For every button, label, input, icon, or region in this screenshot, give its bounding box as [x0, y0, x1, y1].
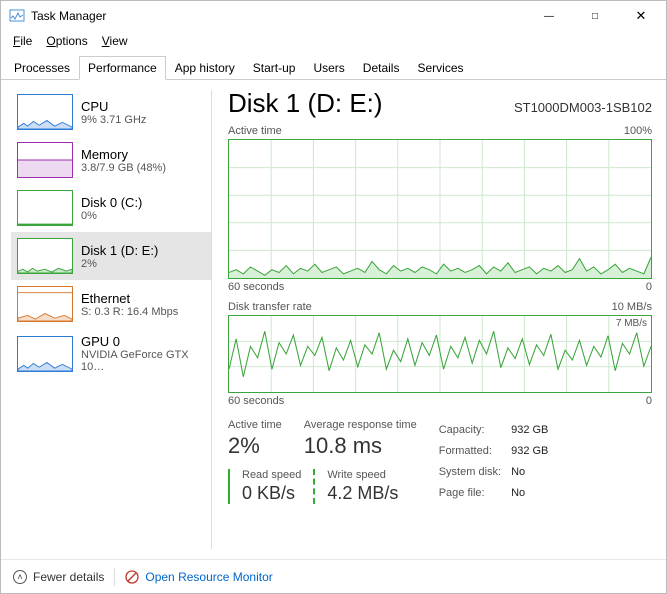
chart1-xleft: 60 seconds	[228, 281, 284, 293]
sidebar-thumb	[17, 286, 73, 322]
chart2-max: 10 MB/s	[612, 301, 652, 313]
sidebar-item-gpu-0[interactable]: GPU 0NVIDIA GeForce GTX 10…	[11, 328, 211, 379]
disk-meta-table: Capacity:932 GBFormatted:932 GBSystem di…	[437, 419, 559, 504]
chart2-xright: 0	[646, 395, 652, 407]
chart1-xright: 0	[646, 281, 652, 293]
tab-strip: ProcessesPerformanceApp historyStart-upU…	[1, 55, 666, 80]
tab-users[interactable]: Users	[304, 56, 353, 80]
menubar: File Options View	[1, 31, 666, 51]
sidebar-item-sub: 9% 3.71 GHz	[81, 114, 146, 126]
chart1-max: 100%	[624, 125, 652, 137]
titlebar: Task Manager — □ ✕	[1, 1, 666, 31]
meta-value: 932 GB	[511, 442, 556, 461]
chevron-up-icon: ˄	[13, 570, 27, 584]
sidebar-item-disk-0-c-[interactable]: Disk 0 (C:)0%	[11, 184, 211, 232]
fewer-details-label: Fewer details	[33, 570, 104, 584]
footer-divider	[114, 568, 115, 586]
maximize-button[interactable]: □	[572, 1, 618, 31]
disk-model: ST1000DM003-1SB102	[514, 100, 652, 115]
avg-resp-value: 10.8 ms	[304, 433, 417, 459]
sidebar-item-title: CPU	[81, 99, 146, 114]
meta-key: Page file:	[439, 483, 509, 502]
meta-key: Formatted:	[439, 442, 509, 461]
write-speed-value: 4.2 MB/s	[327, 483, 398, 504]
sidebar-item-title: Ethernet	[81, 291, 178, 306]
menu-file[interactable]: File	[7, 32, 38, 50]
sidebar-item-title: Disk 1 (D: E:)	[81, 243, 158, 258]
sidebar-item-sub: NVIDIA GeForce GTX 10…	[81, 349, 205, 373]
sidebar-thumb	[17, 94, 73, 130]
main-panel: Disk 1 (D: E:) ST1000DM003-1SB102 Active…	[212, 80, 666, 559]
open-resmon-link[interactable]: Open Resource Monitor	[125, 570, 272, 584]
meta-value: 932 GB	[511, 421, 556, 440]
tab-services[interactable]: Services	[408, 56, 472, 80]
resmon-icon	[125, 570, 139, 584]
menu-options[interactable]: Options	[40, 32, 93, 50]
read-speed-label: Read speed	[242, 469, 301, 481]
sidebar-item-title: Disk 0 (C:)	[81, 195, 142, 210]
menu-view[interactable]: View	[96, 32, 134, 50]
sidebar-item-sub: 2%	[81, 258, 158, 270]
sidebar-thumb	[17, 142, 73, 178]
sidebar-item-disk-1-d-e-[interactable]: Disk 1 (D: E:)2%	[11, 232, 211, 280]
footer: ˄ Fewer details Open Resource Monitor	[1, 559, 666, 593]
tab-performance[interactable]: Performance	[79, 56, 166, 80]
meta-key: Capacity:	[439, 421, 509, 440]
fewer-details-button[interactable]: ˄ Fewer details	[13, 570, 104, 584]
chart2-label: Disk transfer rate	[228, 301, 312, 313]
active-time-label: Active time	[228, 419, 282, 431]
sidebar-item-memory[interactable]: Memory3.8/7.9 GB (48%)	[11, 136, 211, 184]
read-speed-value: 0 KB/s	[242, 483, 301, 504]
active-time-value: 2%	[228, 433, 282, 459]
meta-row: Page file:No	[439, 483, 557, 502]
tab-app-history[interactable]: App history	[166, 56, 244, 80]
meta-value: No	[511, 483, 556, 502]
close-button[interactable]: ✕	[618, 1, 664, 31]
chart2-xleft: 60 seconds	[228, 395, 284, 407]
chart1-label: Active time	[228, 125, 282, 137]
sidebar-item-cpu[interactable]: CPU9% 3.71 GHz	[11, 88, 211, 136]
transfer-rate-chart: 7 MB/s	[228, 315, 652, 393]
tab-details[interactable]: Details	[354, 56, 409, 80]
sidebar-item-ethernet[interactable]: EthernetS: 0.3 R: 16.4 Mbps	[11, 280, 211, 328]
avg-resp-label: Average response time	[304, 419, 417, 431]
window-title: Task Manager	[31, 9, 526, 23]
active-time-chart	[228, 139, 652, 279]
meta-row: System disk:No	[439, 463, 557, 482]
write-speed-label: Write speed	[327, 469, 398, 481]
tab-processes[interactable]: Processes	[5, 56, 79, 80]
sidebar-item-title: Memory	[81, 147, 166, 162]
sidebar-item-sub: 0%	[81, 210, 142, 222]
tab-start-up[interactable]: Start-up	[244, 56, 305, 80]
sidebar-thumb	[17, 238, 73, 274]
app-icon	[9, 8, 25, 24]
open-resmon-label: Open Resource Monitor	[145, 570, 272, 584]
sidebar-thumb	[17, 190, 73, 226]
meta-value: No	[511, 463, 556, 482]
perf-sidebar: CPU9% 3.71 GHzMemory3.8/7.9 GB (48%)Disk…	[1, 80, 211, 559]
sidebar-thumb	[17, 336, 73, 372]
sidebar-item-sub: 3.8/7.9 GB (48%)	[81, 162, 166, 174]
meta-row: Formatted:932 GB	[439, 442, 557, 461]
main-title: Disk 1 (D: E:)	[228, 88, 383, 119]
meta-row: Capacity:932 GB	[439, 421, 557, 440]
sidebar-item-sub: S: 0.3 R: 16.4 Mbps	[81, 306, 178, 318]
sidebar-item-title: GPU 0	[81, 334, 205, 349]
meta-key: System disk:	[439, 463, 509, 482]
chart2-inner-label: 7 MB/s	[616, 318, 647, 329]
minimize-button[interactable]: —	[526, 1, 572, 31]
